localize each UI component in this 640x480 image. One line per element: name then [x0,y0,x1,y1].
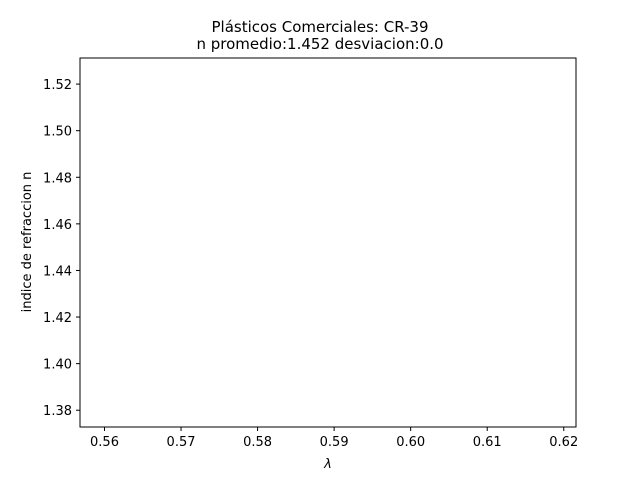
plot-frame [79,57,577,428]
x-axis: 0.56 0.57 0.58 0.59 0.60 0.61 0.62 [90,427,578,450]
x-tick-label: 0.60 [396,435,425,450]
y-tick-label: 1.48 [43,171,72,186]
y-tick-label: 1.38 [43,404,72,419]
plot-area [79,57,577,428]
x-tick-label: 0.57 [167,435,196,450]
y-tick-label: 1.42 [43,311,72,326]
x-tick-label: 0.58 [243,435,272,450]
y-axis: 1.38 1.40 1.42 1.44 1.46 1.48 1.50 1.52 [43,78,80,419]
chart-subtitle: n promedio:1.452 desviacion:0.0 [196,35,443,53]
y-tick-label: 1.50 [43,125,72,140]
y-tick-label: 1.44 [43,264,72,279]
chart-title: Plásticos Comerciales: CR-39 [211,18,428,36]
y-tick-label: 1.46 [43,218,72,233]
y-tick-label: 1.40 [43,358,72,373]
x-tick-label: 0.56 [90,435,119,450]
x-tick-label: 0.61 [473,435,502,450]
x-tick-label: 0.59 [320,435,349,450]
x-tick-label: 0.62 [549,435,578,450]
y-tick-label: 1.52 [43,78,72,93]
y-axis-label: indice de refraccion n [20,172,35,313]
x-axis-label: λ [323,457,332,472]
